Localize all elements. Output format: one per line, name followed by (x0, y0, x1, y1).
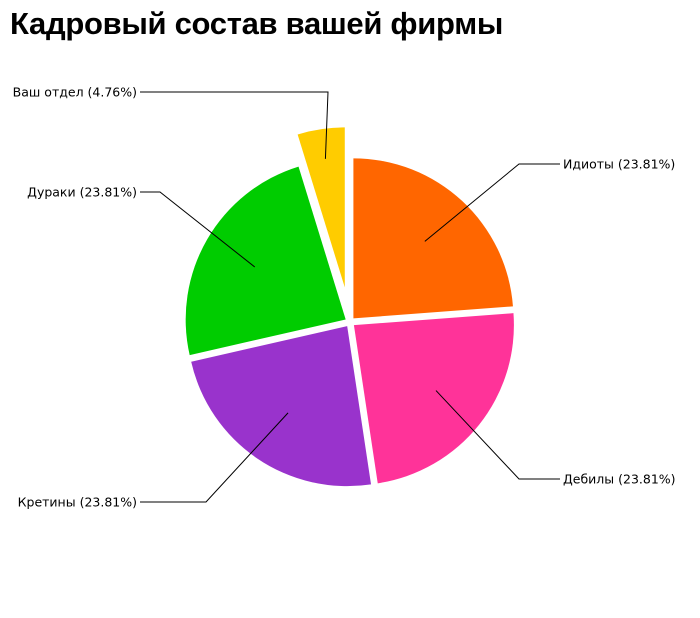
pie-slice-3 (185, 166, 346, 356)
pie-slice-2 (191, 326, 372, 487)
leader-line-4 (140, 91, 329, 159)
slice-label-4: Ваш отдел (4.76%) (13, 85, 137, 100)
slice-label-1: Дебилы (23.81%) (563, 472, 676, 487)
slice-label-2: Кретины (23.81%) (18, 495, 137, 510)
slice-label-0: Идиоты (23.81%) (563, 157, 675, 172)
pie-slice-4 (297, 127, 345, 288)
pie-slice-0 (353, 158, 513, 319)
chart-title: Кадровый состав вашей фирмы (10, 6, 504, 41)
pie-labels: Идиоты (23.81%) Дебилы (23.81%) Кретины (2… (13, 85, 676, 510)
pie-slices (185, 127, 514, 487)
pie-slice-1 (353, 313, 514, 484)
leader-line-1 (435, 390, 560, 480)
leader-line-0 (424, 163, 560, 242)
leader-line-3 (140, 191, 256, 268)
slice-label-3: Дураки (23.81%) (27, 185, 137, 200)
leader-line-2 (140, 412, 289, 503)
